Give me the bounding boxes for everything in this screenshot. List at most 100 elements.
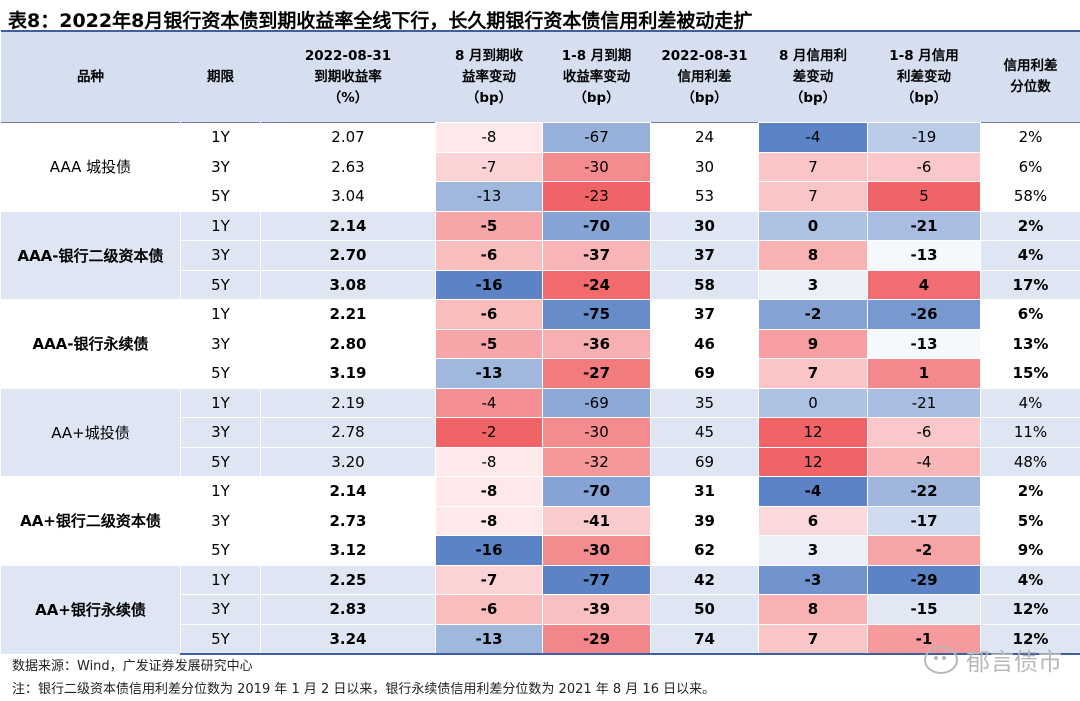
header-variety: 品种 xyxy=(0,30,181,123)
ytm-cell: 2.73 xyxy=(260,505,436,536)
ytm-m8-change-cell: -2 xyxy=(435,417,543,448)
spread-ytd-change-cell: -15 xyxy=(867,594,981,625)
spread-percentile-cell: 13% xyxy=(980,328,1080,359)
header-ytm-m8-change: 8 月到期收 益率变动 （bp） xyxy=(435,30,543,123)
header-spread-ytd-change-line: 1-8 月信用 xyxy=(889,47,959,64)
term-cell: 5Y xyxy=(180,446,261,477)
ytm-ytd-change-cell: -67 xyxy=(542,122,651,153)
header-spread-line: 2022-08-31 xyxy=(661,47,748,64)
term-cell: 1Y xyxy=(180,564,261,595)
header-spread-percentile: 信用利差 分位数 xyxy=(980,30,1080,123)
spread-ytd-change-cell: -22 xyxy=(867,476,981,507)
spread-ytd-change-cell: -26 xyxy=(867,299,981,330)
spread-percentile-cell: 12% xyxy=(980,623,1080,655)
term-cell: 3Y xyxy=(180,594,261,625)
table-row: 3Y 2.80 -5 -36 46 9 -13 13% xyxy=(1,328,1080,359)
ytm-ytd-change-cell: -24 xyxy=(542,269,651,300)
spread-ytd-change-cell: 1 xyxy=(867,358,981,389)
spread-cell: 69 xyxy=(650,446,759,477)
spread-ytd-change-cell: -17 xyxy=(867,505,981,536)
ytm-ytd-change-cell: -39 xyxy=(542,594,651,625)
table-row: 3Y 2.78 -2 -30 45 12 -6 11% xyxy=(1,417,1080,448)
term-cell: 5Y xyxy=(180,535,261,566)
ytm-m8-change-cell: -7 xyxy=(435,151,543,182)
spread-m8-change-cell: 7 xyxy=(758,151,868,182)
ytm-ytd-change-cell: -70 xyxy=(542,210,651,241)
ytm-m8-change-cell: -13 xyxy=(435,623,543,655)
ytm-m8-change-cell: -7 xyxy=(435,564,543,595)
spread-m8-change-cell: 0 xyxy=(758,210,868,241)
footnote: 注：银行二级资本债信用利差分位数为 2019 年 1 月 2 日以来，银行永续债… xyxy=(12,682,716,697)
variety-name-cell: AA+城投债 xyxy=(0,387,181,477)
header-spread-line: 信用利差 xyxy=(677,68,732,85)
header-spread-ytd-change: 1-8 月信用 利差变动 （bp） xyxy=(867,30,981,123)
ytm-m8-change-cell: -16 xyxy=(435,535,543,566)
spread-m8-change-cell: 6 xyxy=(758,505,868,536)
spread-percentile-cell: 2% xyxy=(980,476,1080,507)
spread-m8-change-cell: 7 xyxy=(758,181,868,212)
spread-ytd-change-cell: -13 xyxy=(867,328,981,359)
spread-cell: 53 xyxy=(650,181,759,212)
spread-percentile-cell: 11% xyxy=(980,417,1080,448)
ytm-ytd-change-cell: -30 xyxy=(542,535,651,566)
spread-percentile-cell: 6% xyxy=(980,151,1080,182)
ytm-cell: 2.21 xyxy=(260,299,436,330)
ytm-cell: 2.83 xyxy=(260,594,436,625)
header-term-line: 期限 xyxy=(207,68,234,85)
ytm-ytd-change-cell: -29 xyxy=(542,623,651,655)
ytm-cell: 3.19 xyxy=(260,358,436,389)
spread-percentile-cell: 2% xyxy=(980,210,1080,241)
header-ytm-line: 2022-08-31 xyxy=(304,47,392,64)
ytm-ytd-change-cell: -23 xyxy=(542,181,651,212)
ytm-cell: 3.20 xyxy=(260,446,436,477)
data-source: 数据来源：Wind，广发证券发展研究中心 xyxy=(12,659,253,674)
spread-m8-change-cell: 12 xyxy=(758,417,868,448)
ytm-m8-change-cell: -13 xyxy=(435,181,543,212)
spread-m8-change-cell: 7 xyxy=(758,358,868,389)
watermark: 郁言债市 xyxy=(924,642,1062,677)
table-title: 表8：2022年8月银行资本债到期收益率全线下行，长久期银行资本债信用利差被动走… xyxy=(8,10,753,32)
spread-percentile-cell: 9% xyxy=(980,535,1080,566)
wechat-icon xyxy=(924,645,958,674)
spread-ytd-change-cell: -21 xyxy=(867,210,981,241)
spread-cell: 37 xyxy=(650,240,759,271)
spread-percentile-cell: 17% xyxy=(980,269,1080,300)
spread-cell: 42 xyxy=(650,564,759,595)
header-ytm-ytd-change-line: 收益率变动 xyxy=(562,68,631,85)
spread-cell: 62 xyxy=(650,535,759,566)
ytm-m8-change-cell: -8 xyxy=(435,505,543,536)
spread-ytd-change-cell: -6 xyxy=(867,417,981,448)
spread-cell: 35 xyxy=(650,387,759,418)
header-spread-m8-change: 8 月信用利 差变动 （bp） xyxy=(758,30,868,123)
term-cell: 5Y xyxy=(180,623,261,655)
table-row: 3Y 2.70 -6 -37 37 8 -13 4% xyxy=(1,240,1080,271)
ytm-m8-change-cell: -6 xyxy=(435,240,543,271)
ytm-ytd-change-cell: -27 xyxy=(542,358,651,389)
ytm-m8-change-cell: -8 xyxy=(435,446,543,477)
ytm-cell: 2.70 xyxy=(260,240,436,271)
term-cell: 1Y xyxy=(180,122,261,153)
table-row: AAA-银行永续债 1Y 2.21 -6 -75 37 -2 -26 6% xyxy=(0,299,1080,389)
ytm-cell: 3.12 xyxy=(260,535,436,566)
ytm-cell: 2.19 xyxy=(260,387,436,418)
table-row: AA+银行二级资本债 1Y 2.14 -8 -70 31 -4 -22 2% xyxy=(0,476,1080,566)
ytm-cell: 2.14 xyxy=(260,476,436,507)
ytm-cell: 2.80 xyxy=(260,328,436,359)
table-row: AAA-银行二级资本债 1Y 2.14 -5 -70 30 0 -21 2% xyxy=(0,210,1080,300)
term-cell: 1Y xyxy=(180,476,261,507)
table-row: 5Y 3.08 -16 -24 58 3 4 17% xyxy=(1,269,1080,300)
header-spread: 2022-08-31 信用利差 （bp） xyxy=(650,30,759,123)
spread-percentile-cell: 6% xyxy=(980,299,1080,330)
term-cell: 3Y xyxy=(180,151,261,182)
ytm-cell: 2.63 xyxy=(260,151,436,182)
spread-ytd-change-cell: 5 xyxy=(867,181,981,212)
variety-name-cell: AAA 城投债 xyxy=(0,122,181,212)
header-spread-percentile-line: 信用利差 xyxy=(1003,58,1058,74)
spread-m8-change-cell: 8 xyxy=(758,240,868,271)
ytm-cell: 3.04 xyxy=(260,181,436,212)
variety-name-cell: AAA-银行二级资本债 xyxy=(0,210,181,300)
spread-cell: 30 xyxy=(650,210,759,241)
term-cell: 3Y xyxy=(180,328,261,359)
ytm-m8-change-cell: -13 xyxy=(435,358,543,389)
variety-name-cell: AA+银行二级资本债 xyxy=(0,476,181,566)
